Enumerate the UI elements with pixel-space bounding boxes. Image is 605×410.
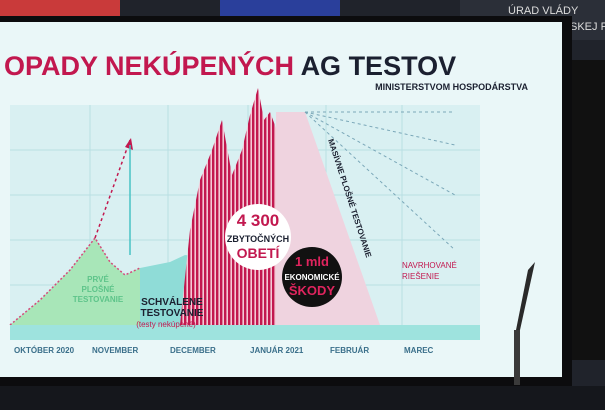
proposed-text: NAVRHOVANÉ <box>402 261 457 270</box>
damage-number: 1 mld <box>295 254 329 269</box>
source: MINISTERSTVOM HOSPODÁRSTVA <box>375 82 528 92</box>
first-wave <box>10 238 140 325</box>
approved-note: (testy nekúpené) <box>136 320 196 329</box>
approved-text: TESTOVANIE <box>141 308 204 319</box>
first-testing-text: PLOŠNÉ <box>82 285 116 294</box>
desk <box>0 386 605 410</box>
deaths-circle <box>225 204 291 270</box>
first-testing-text: TESTOVANIE <box>73 295 124 304</box>
month-label: JANUÁR 2021 <box>250 346 304 355</box>
damage-circle <box>282 247 342 307</box>
person <box>570 60 605 360</box>
proposed-text: RIEŠENIE <box>402 272 439 281</box>
damage-text: ŠKODY <box>289 283 336 298</box>
title-red: OPADY NEKÚPENÝCH <box>4 50 294 81</box>
first-testing: PRVÉ PLOŠNÉ TESTOVANIE <box>73 275 124 304</box>
deaths-text: ZBYTOČNÝCH <box>227 233 289 244</box>
approved-text: SCHVÁLENE <box>141 295 203 308</box>
damage-text: EKONOMICKÉ <box>284 273 340 282</box>
slide-title: OPADY NEKÚPENÝCH AG TESTOV <box>4 50 456 81</box>
sign-text: SKEJ RE <box>570 21 605 33</box>
month-label: NOVEMBER <box>92 346 138 355</box>
arrow <box>94 139 131 239</box>
month-labels: OKTÓBER 2020 NOVEMBER DECEMBER JANUÁR 20… <box>14 346 434 355</box>
title-dark: AG TESTOV <box>301 51 457 81</box>
first-testing-text: PRVÉ <box>87 275 109 284</box>
sign-text: ÚRAD VLÁDY <box>508 4 579 17</box>
mic-stand <box>514 330 520 385</box>
month-label: OKTÓBER 2020 <box>14 346 75 355</box>
month-label: FEBRUÁR <box>330 346 369 355</box>
microphone <box>516 262 535 330</box>
arrow-head <box>125 138 133 150</box>
deaths-text: OBETÍ <box>237 245 281 261</box>
month-label: DECEMBER <box>170 346 216 355</box>
baseline-band <box>10 325 480 340</box>
month-label: MAREC <box>404 346 434 355</box>
projection-lines <box>304 111 456 251</box>
deaths-number: 4 300 <box>237 211 280 230</box>
